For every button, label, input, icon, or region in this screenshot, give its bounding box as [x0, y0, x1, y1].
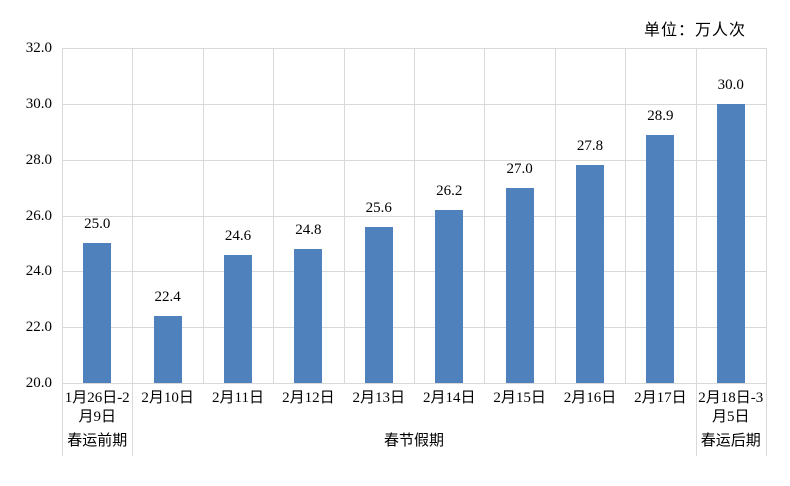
value-label: 25.0: [84, 216, 111, 233]
gridline-vertical: [554, 48, 556, 383]
unit-label: 单位：万人次: [643, 22, 746, 39]
group-separator: [132, 383, 134, 456]
y-tick-label: 22.0: [25, 319, 52, 336]
bar: [83, 243, 112, 383]
group-separator: [766, 383, 767, 456]
value-label: 25.6: [365, 199, 392, 216]
gridline-vertical: [414, 48, 415, 383]
bar: [224, 254, 252, 383]
group-label: 春节假期: [383, 433, 444, 449]
bar: [153, 316, 182, 383]
bar: [294, 249, 323, 383]
value-label: 27.8: [576, 138, 604, 155]
x-tick-label: 2月15日: [493, 390, 546, 406]
gridline-vertical: [695, 48, 697, 383]
value-label: 24.8: [295, 222, 322, 238]
value-label: 24.6: [224, 227, 252, 244]
y-tick-label: 28.0: [25, 151, 52, 168]
gridline-vertical: [625, 48, 627, 383]
x-tick-label: 2月18日-3月5日: [698, 390, 764, 425]
value-label: 27.0: [506, 160, 533, 177]
x-tick-label: 2月14日: [422, 390, 476, 406]
gridline-vertical: [132, 48, 134, 383]
group-label: 春运后期: [700, 433, 761, 449]
bar: [505, 187, 534, 383]
x-tick-label: 2月10日: [141, 390, 194, 406]
x-tick-label: 2月17日: [634, 390, 687, 406]
bar: [646, 134, 675, 383]
bar: [364, 226, 393, 383]
x-tick-label: 2月12日: [282, 390, 335, 406]
x-tick-label: 2月16日: [563, 390, 617, 406]
gridline-vertical: [62, 48, 63, 383]
x-tick-label: 1月26日-2月9日: [64, 390, 130, 425]
x-tick-label: 2月13日: [352, 390, 406, 406]
y-tick-label: 20.0: [25, 375, 52, 391]
y-tick-label: 24.0: [25, 263, 52, 280]
value-label: 30.0: [717, 76, 744, 93]
value-label: 22.4: [154, 289, 181, 305]
x-tick-label: 2月11日: [212, 390, 264, 406]
bar: [716, 103, 745, 383]
group-label: 春运前期: [67, 433, 128, 449]
gridline-vertical: [343, 48, 345, 383]
gridline-horizontal: [62, 383, 766, 384]
value-label: 28.9: [647, 107, 674, 124]
value-label: 26.2: [436, 182, 463, 199]
y-tick-label: 30.0: [25, 95, 52, 112]
gridline-vertical: [202, 48, 204, 383]
bar: [576, 165, 604, 383]
gridline-vertical: [273, 48, 275, 383]
group-separator: [62, 383, 63, 456]
y-tick-label: 26.0: [25, 207, 52, 224]
bar: [435, 209, 464, 383]
group-separator: [695, 383, 697, 456]
gridline-vertical: [484, 48, 486, 383]
y-tick-label: 32.0: [25, 40, 52, 56]
gridline-vertical: [766, 48, 767, 383]
